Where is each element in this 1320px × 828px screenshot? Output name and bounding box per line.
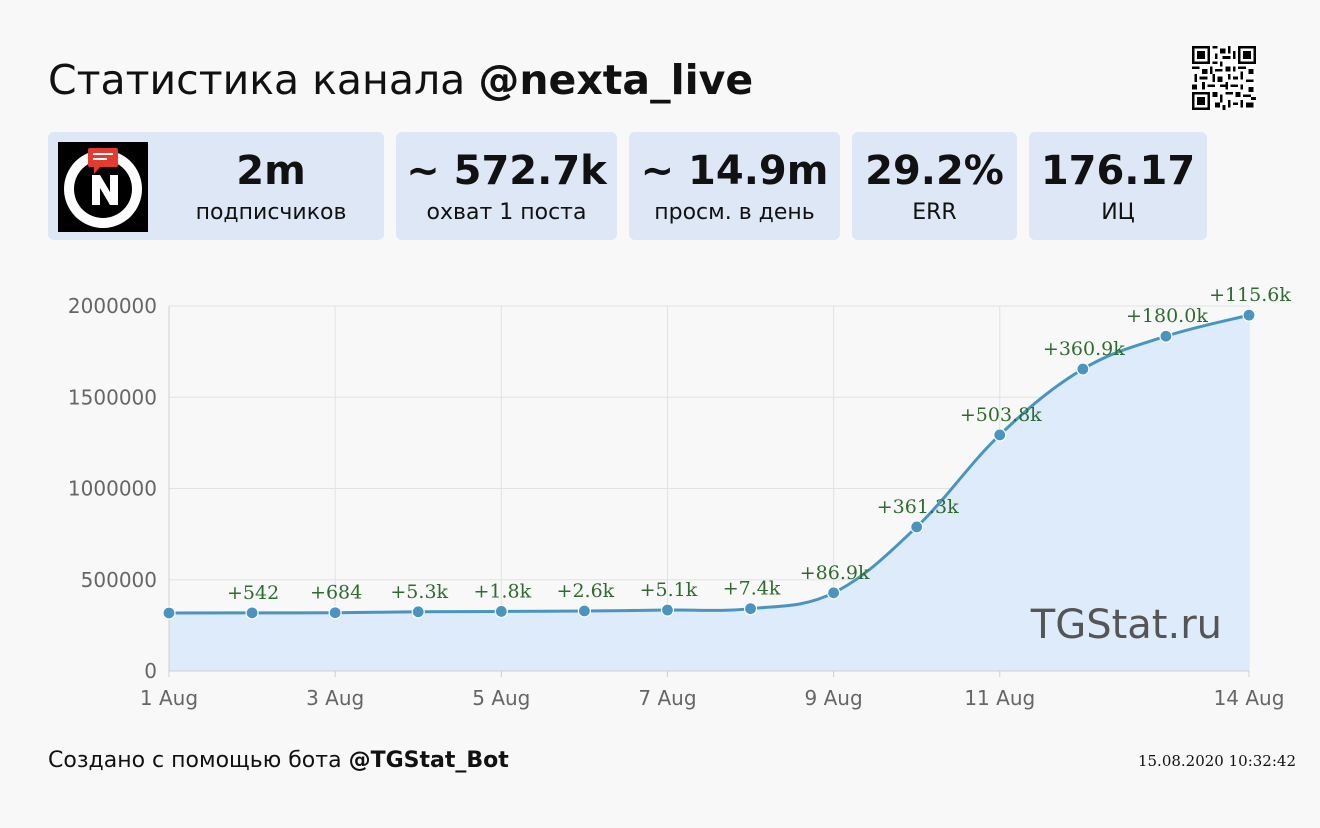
y-tick-label: 2000000 [68, 294, 157, 318]
data-label: +5.3k [390, 581, 448, 603]
timestamp: 15.08.2020 10:32:42 [1137, 752, 1296, 770]
x-tick-label: 1 Aug [140, 686, 198, 710]
data-point [577, 604, 591, 618]
data-label: +361.3k [877, 496, 959, 518]
title-prefix: Статистика канала [48, 56, 466, 104]
data-point [993, 428, 1007, 442]
data-point [411, 605, 425, 619]
y-tick-label: 1000000 [68, 477, 157, 501]
x-tick-label: 5 Aug [472, 686, 530, 710]
subscribers-value: 2m [236, 148, 306, 194]
data-point [494, 604, 508, 619]
data-label: +2.6k [557, 580, 615, 602]
y-tick-label: 500000 [81, 568, 157, 592]
channel-handle[interactable]: @nexta_live [478, 56, 754, 104]
page-title: Статистика канала @nexta_live [48, 52, 753, 108]
data-point [328, 606, 342, 620]
data-point [1242, 308, 1256, 322]
watermark: TGStat.ru [1030, 602, 1222, 648]
y-tick-label: 1500000 [68, 385, 157, 409]
data-point [245, 606, 259, 620]
citation-index-label: ИЦ [1101, 200, 1135, 225]
data-point [162, 606, 176, 620]
x-tick-label: 3 Aug [306, 686, 364, 710]
subscribers-card: 2m подписчиков [48, 132, 384, 240]
daily-views-label: просм. в день [654, 200, 815, 225]
daily-views-value: ~ 14.9m [640, 148, 829, 194]
nexta-logo [58, 142, 148, 232]
qr-code-icon[interactable] [1192, 46, 1256, 110]
data-point [660, 603, 675, 617]
reach-card: ~ 572.7k охват 1 поста [396, 132, 617, 240]
data-label: +1.8k [473, 580, 531, 602]
data-point [827, 586, 841, 600]
footer-credit: Создано с помощью бота @TGStat_Bot [48, 748, 509, 774]
x-tick-label: 14 Aug [1214, 686, 1285, 710]
err-card: 29.2% ERR [852, 132, 1017, 240]
data-label: +115.6k [1209, 284, 1291, 306]
data-label: +5.1k [640, 579, 698, 601]
data-point [1159, 329, 1173, 343]
data-point [743, 602, 758, 616]
data-label: +86.9k [800, 562, 870, 584]
citation-index-card: 176.17 ИЦ [1029, 132, 1207, 240]
reach-value: ~ 572.7k [406, 148, 607, 194]
series-line [168, 313, 1250, 615]
data-label: +542 [227, 582, 279, 604]
bot-handle[interactable]: @TGStat_Bot [348, 748, 509, 773]
citation-index-value: 176.17 [1040, 148, 1196, 194]
data-point [1076, 362, 1090, 376]
y-tick-label: 0 [144, 659, 157, 683]
data-label: +503.8k [960, 404, 1042, 426]
data-label: +7.4k [723, 578, 781, 600]
data-point [910, 520, 924, 534]
area-fill [169, 315, 1249, 671]
x-tick-label: 11 Aug [964, 686, 1035, 710]
x-tick-label: 9 Aug [805, 686, 863, 710]
subscribers-label: подписчиков [195, 200, 347, 225]
data-label: +684 [310, 582, 362, 604]
err-label: ERR [912, 200, 957, 225]
daily-views-card: ~ 14.9m просм. в день [629, 132, 840, 240]
data-label: +180.0k [1126, 305, 1208, 327]
err-value: 29.2% [865, 148, 1004, 194]
footer-created-text: Создано с помощью бота [48, 748, 342, 773]
reach-label: охват 1 поста [426, 200, 587, 225]
x-tick-label: 7 Aug [638, 686, 696, 710]
subscribers-chart: 0 500000 1000000 1500000 2000000 1 Aug 3 Aug 5 … [68, 284, 1291, 710]
data-label: +360.9k [1043, 338, 1125, 360]
